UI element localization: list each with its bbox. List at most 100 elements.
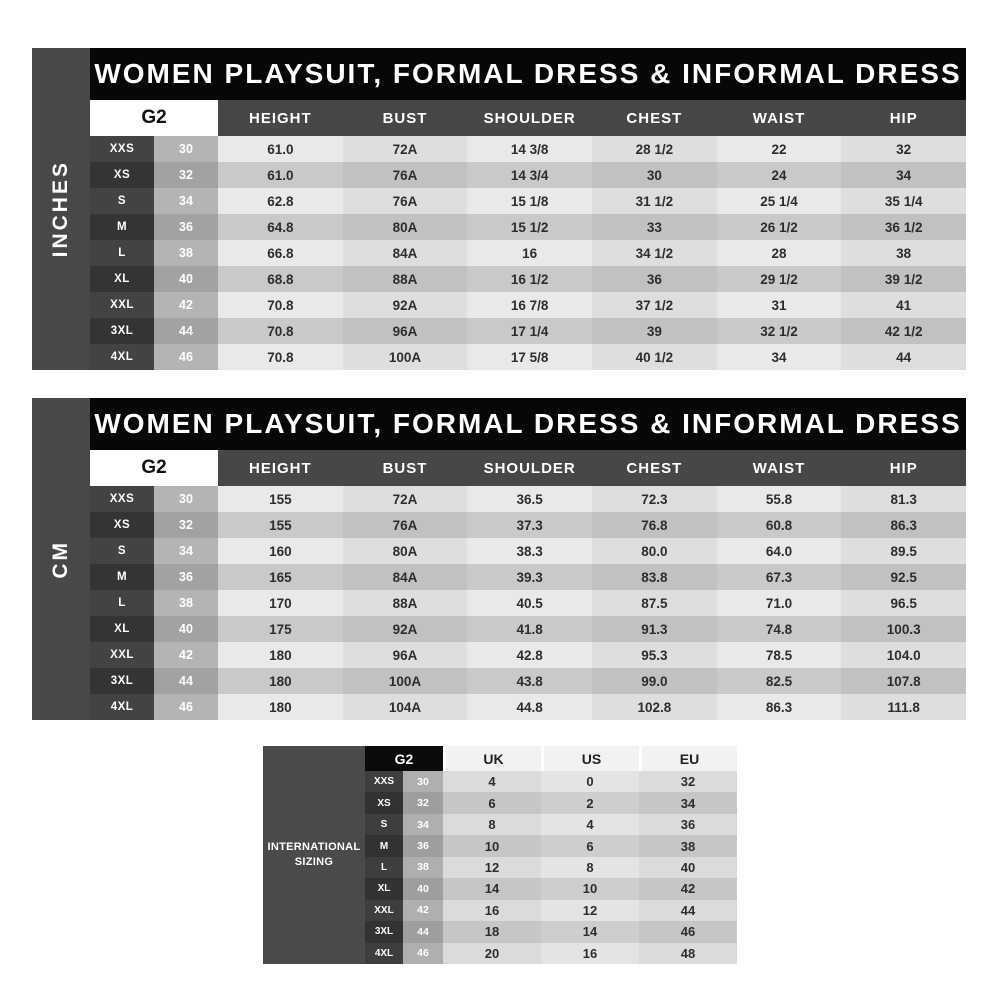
- value-cell: 34: [716, 344, 842, 370]
- size-cell: XXL: [90, 292, 154, 318]
- value-cell: 155: [218, 512, 343, 538]
- value-cell: 14: [443, 878, 541, 900]
- g2-number-cell: 36: [403, 835, 443, 857]
- table-row: M 36 64.8 80A 15 1/2 33 26 1/2 36 1/2: [90, 214, 967, 240]
- size-cell: XL: [365, 878, 403, 900]
- size-cell: XXS: [90, 136, 154, 162]
- table-row: XL 40 175 92A 41.8 91.3 74.8 100.3: [90, 616, 967, 642]
- value-cell: 22: [716, 136, 842, 162]
- table-row: XS 32 6 2 34: [365, 792, 737, 814]
- table-row: 4XL 46 180 104A 44.8 102.8 86.3 111.8: [90, 694, 967, 720]
- column-header-hip: HIP: [889, 459, 918, 477]
- value-cell: 80A: [342, 214, 468, 240]
- inches-table-body: WOMEN PLAYSUIT, FORMAL DRESS & INFORMAL …: [90, 48, 967, 370]
- value-cell: 80A: [342, 538, 468, 564]
- value-cell: 32 1/2: [716, 318, 842, 344]
- value-cell: 28: [716, 240, 842, 266]
- value-cell: 33: [592, 214, 717, 240]
- value-cell: 104A: [342, 694, 468, 720]
- table-row: L 38 66.8 84A 16 34 1/2 28 38: [90, 240, 967, 266]
- g2-number-cell: 42: [403, 899, 443, 922]
- value-cell: 16 7/8: [467, 292, 593, 318]
- value-cell: 68.8: [218, 266, 343, 292]
- inches-unit-sidebar: INCHES: [32, 48, 90, 370]
- value-cell: 42: [639, 878, 737, 900]
- value-cell: 74.8: [716, 616, 842, 642]
- value-cell: 12: [443, 856, 541, 879]
- column-headers: HEIGHT BUST SHOULDER CHEST WAIST HIP: [218, 450, 966, 486]
- size-cell: 4XL: [365, 942, 403, 964]
- g2-header-cell: G2: [90, 450, 218, 486]
- g2-number-cell: 42: [154, 642, 218, 668]
- value-cell: 36: [639, 813, 737, 836]
- value-cell: 86.3: [841, 512, 967, 538]
- g2-number-cell: 44: [154, 668, 218, 694]
- value-cell: 34 1/2: [592, 240, 717, 266]
- value-cell: 36.5: [467, 486, 593, 512]
- value-cell: 175: [218, 616, 343, 642]
- value-cell: 84A: [342, 564, 468, 590]
- value-cell: 96A: [342, 642, 468, 668]
- value-cell: 36 1/2: [841, 214, 967, 240]
- value-cell: 86.3: [716, 694, 842, 720]
- value-cell: 102.8: [592, 694, 717, 720]
- value-cell: 14 3/8: [467, 136, 593, 162]
- size-cell: XXS: [90, 486, 154, 512]
- value-cell: 72A: [342, 486, 468, 512]
- g2-number-cell: 34: [403, 813, 443, 836]
- column-header-waist: WAIST: [752, 109, 806, 127]
- label-line: SIZING: [294, 856, 334, 868]
- table-row: 3XL 44 70.8 96A 17 1/4 39 32 1/2 42 1/2: [90, 318, 967, 344]
- value-cell: 31 1/2: [592, 188, 717, 214]
- value-cell: 14: [541, 921, 639, 943]
- g2-number-cell: 44: [154, 318, 218, 344]
- value-cell: 61.0: [218, 162, 343, 188]
- column-header-bust: BUST: [382, 459, 428, 477]
- cm-unit-sidebar: CM: [32, 398, 90, 720]
- g2-number-cell: 30: [403, 771, 443, 793]
- value-cell: 8: [541, 856, 639, 879]
- g2-number-cell: 38: [154, 240, 218, 266]
- value-cell: 40.5: [467, 590, 593, 616]
- size-cell: XL: [90, 266, 154, 292]
- size-cell: XXL: [90, 642, 154, 668]
- table-row: XL 40 68.8 88A 16 1/2 36 29 1/2 39 1/2: [90, 266, 967, 292]
- value-cell: 6: [541, 835, 639, 857]
- value-cell: 16: [443, 899, 541, 922]
- value-cell: 38.3: [467, 538, 593, 564]
- table-rows: XXS 30 155 72A 36.5 72.3 55.8 81.3 XS 32 155 76A 37.…: [90, 486, 967, 720]
- size-cell: M: [365, 835, 403, 857]
- table-row: 4XL 46 70.8 100A 17 5/8 40 1/2 34 44: [90, 344, 967, 370]
- table-row: L 38 170 88A 40.5 87.5 71.0 96.5: [90, 590, 967, 616]
- column-header-bust: BUST: [382, 109, 428, 127]
- table-row: S 34 160 80A 38.3 80.0 64.0 89.5: [90, 538, 967, 564]
- value-cell: 91.3: [592, 616, 717, 642]
- table-row: XS 32 155 76A 37.3 76.8 60.8 86.3: [90, 512, 967, 538]
- g2-number-cell: 34: [154, 188, 218, 214]
- value-cell: 64.8: [218, 214, 343, 240]
- value-cell: 17 5/8: [467, 344, 593, 370]
- value-cell: 16: [467, 240, 593, 266]
- table-row: 3XL 44 180 100A 43.8 99.0 82.5 107.8: [90, 668, 967, 694]
- value-cell: 32: [639, 771, 737, 793]
- value-cell: 87.5: [592, 590, 717, 616]
- value-cell: 37.3: [467, 512, 593, 538]
- value-cell: 10: [443, 835, 541, 857]
- cm-size-table: CM WOMEN PLAYSUIT, FORMAL DRESS & INFORM…: [32, 398, 967, 720]
- value-cell: 99.0: [592, 668, 717, 694]
- value-cell: 10: [541, 878, 639, 900]
- value-cell: 38: [841, 240, 967, 266]
- value-cell: 155: [218, 486, 343, 512]
- value-cell: 30: [592, 162, 717, 188]
- table-row: L 38 12 8 40: [365, 856, 737, 879]
- size-cell: XS: [90, 162, 154, 188]
- column-header-chest: CHEST: [626, 109, 683, 127]
- value-cell: 64.0: [716, 538, 842, 564]
- value-cell: 170: [218, 590, 343, 616]
- table-row: M 36 10 6 38: [365, 835, 737, 857]
- g2-number-cell: 36: [154, 564, 218, 590]
- column-header-waist: WAIST: [752, 459, 806, 477]
- size-cell: L: [365, 856, 403, 879]
- value-cell: 80.0: [592, 538, 717, 564]
- column-header-eu: EU: [642, 746, 737, 771]
